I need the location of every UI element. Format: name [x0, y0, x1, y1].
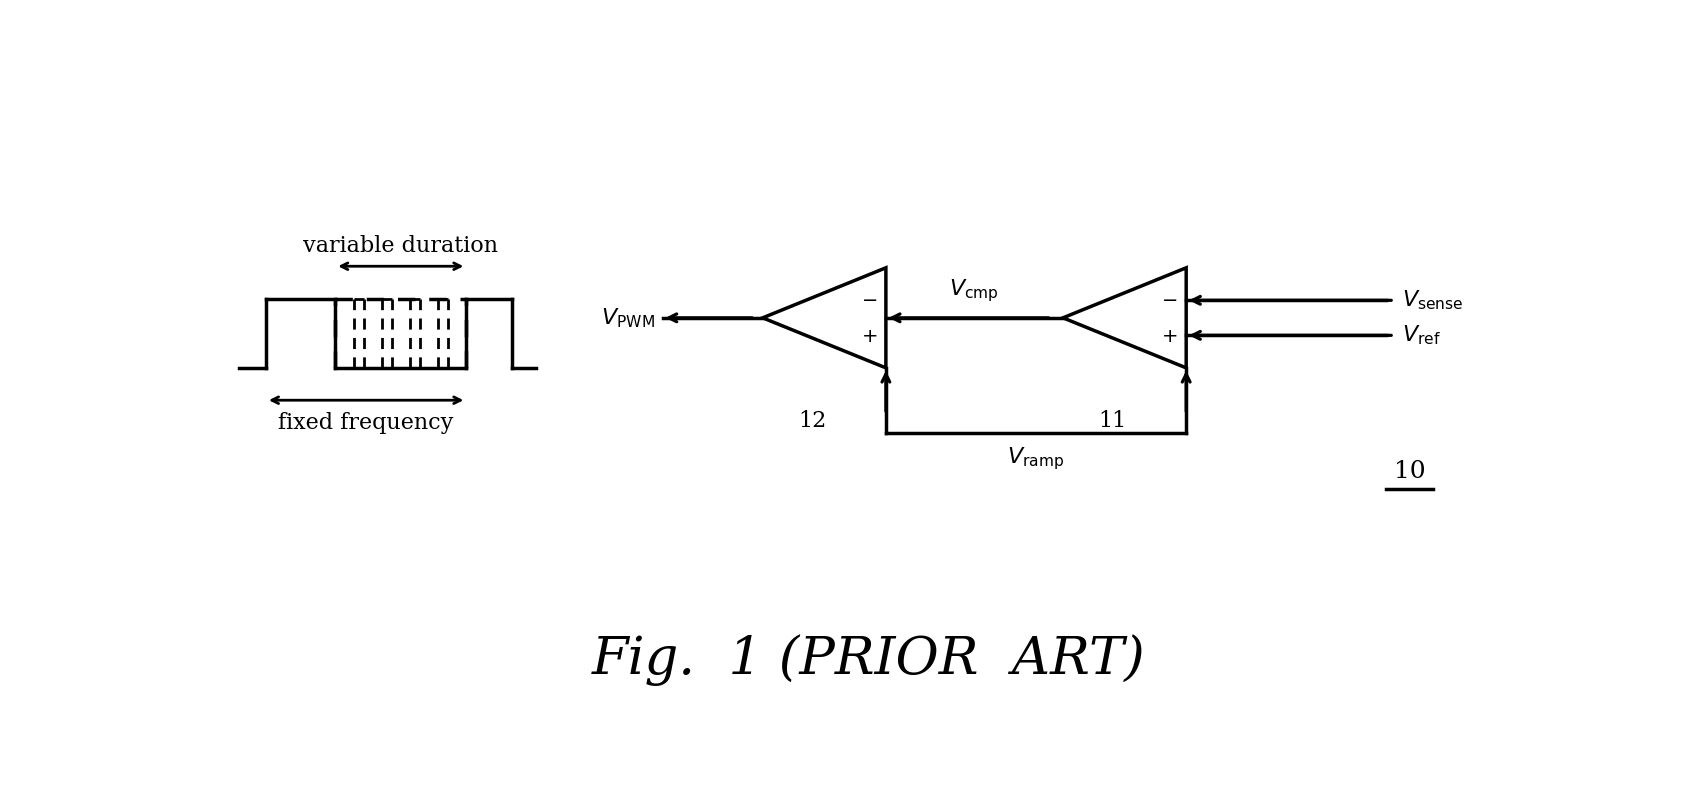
Text: 11: 11 [1098, 410, 1127, 433]
Text: $V_{\rm PWM}$: $V_{\rm PWM}$ [601, 306, 656, 329]
Text: $+$: $+$ [1160, 328, 1177, 346]
Text: variable duration: variable duration [303, 235, 498, 257]
Text: $+$: $+$ [861, 328, 877, 346]
Text: $V_{\rm cmp}$: $V_{\rm cmp}$ [949, 277, 999, 304]
Text: fixed frequency: fixed frequency [278, 412, 454, 434]
Text: $V_{\rm ramp}$: $V_{\rm ramp}$ [1008, 445, 1066, 471]
Text: $-$: $-$ [1160, 290, 1177, 307]
Text: 10: 10 [1394, 460, 1425, 483]
Text: $V_{\rm sense}$: $V_{\rm sense}$ [1403, 289, 1464, 312]
Text: Fig.  1 (PRIOR  ART): Fig. 1 (PRIOR ART) [591, 634, 1145, 687]
Text: 12: 12 [798, 410, 827, 433]
Text: $-$: $-$ [861, 290, 877, 307]
Text: $V_{\rm ref}$: $V_{\rm ref}$ [1403, 324, 1440, 347]
